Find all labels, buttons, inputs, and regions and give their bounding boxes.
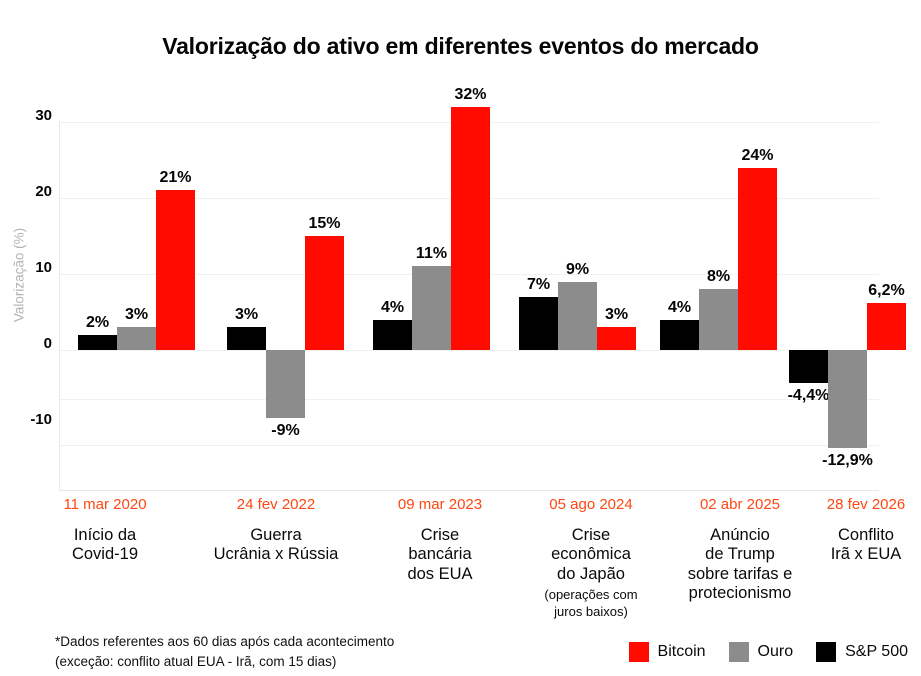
bar-bitcoin-28-fev-2026 — [867, 302, 906, 350]
x-axis-label: Conflito Irã x EUA — [830, 526, 902, 564]
chart-title: Valorização do ativo em diferentes event… — [162, 33, 759, 59]
bar-value-label: -9% — [271, 422, 300, 440]
bar-value-label: 24% — [741, 146, 774, 164]
legend-label: S&P 500 — [845, 643, 908, 660]
footnote-line-1: *Dados referentes aos 60 dias após cada … — [55, 634, 395, 649]
bar-bitcoin-02-abr-2025 — [738, 167, 777, 350]
gridline — [60, 445, 879, 446]
bar-value-label: 7% — [526, 275, 551, 293]
x-axis-category-3: 09 mar 2023 Crise bancária dos EUA — [355, 496, 525, 584]
x-axis-label: Crise bancária dos EUA — [407, 526, 473, 583]
bar-value-label: 4% — [667, 298, 692, 316]
x-axis-date: 24 fev 2022 — [236, 496, 316, 513]
bar-s-p-500-05-ago-2024 — [519, 296, 558, 350]
legend-swatch — [628, 642, 649, 662]
bar-bitcoin-09-mar-2023 — [451, 106, 490, 350]
bar-bitcoin-05-ago-2024 — [597, 327, 636, 350]
bar-value-label: 8% — [706, 268, 731, 286]
x-axis-label: Anúncio de Trump sobre tarifas e proteci… — [687, 526, 793, 603]
bar-ouro-11-mar-2020 — [117, 327, 156, 350]
y-tick-label: 10 — [35, 259, 52, 276]
bar-ouro-28-fev-2026 — [828, 350, 867, 449]
legend-label: Bitcoin — [657, 643, 706, 660]
bar-value-label: 3% — [604, 306, 629, 324]
bar-value-label: 3% — [124, 306, 149, 324]
bar-ouro-09-mar-2023 — [412, 266, 451, 350]
x-axis-note: (operações com juros baixos) — [544, 587, 638, 619]
bar-value-label: 6,2% — [868, 281, 905, 299]
legend-swatch — [728, 642, 749, 662]
x-axis-category-6: 28 fev 2026 Conflito Irã x EUA — [781, 496, 921, 565]
bar-s-p-500-28-fev-2026 — [789, 350, 828, 384]
footnote-line-2: (exceção: conflito atual EUA - Irã, com … — [55, 653, 337, 669]
legend-item-s-p-500: S&P 500 — [816, 642, 908, 662]
legend-item-bitcoin: Bitcoin — [628, 642, 706, 662]
legend: Bitcoin Ouro S&P 500 — [628, 642, 908, 662]
bar-value-label: 4% — [380, 298, 405, 316]
legend-item-ouro: Ouro — [728, 642, 794, 662]
legend-label: Ouro — [757, 643, 794, 660]
bar-value-label: 21% — [159, 169, 192, 187]
bar-value-label: 11% — [415, 245, 448, 263]
bar-s-p-500-24-fev-2022 — [227, 327, 266, 350]
x-axis-label: Início da Covid-19 — [71, 526, 139, 564]
x-axis-label: Guerra Ucrânia x Rússia — [213, 526, 339, 564]
bar-value-label: 32% — [454, 85, 487, 103]
x-axis-date: 02 abr 2025 — [699, 496, 781, 513]
x-axis-date: 11 mar 2020 — [63, 496, 147, 513]
bar-value-label: 2% — [85, 313, 110, 331]
y-tick-label: 20 — [35, 183, 52, 200]
bar-ouro-05-ago-2024 — [558, 281, 597, 350]
plot-area: 30 20 10 0 -10 2% 3% 4% 7% 4% -4,4% 3% -9% 11% 9% 8% -12… — [30, 86, 906, 491]
bar-bitcoin-24-fev-2022 — [305, 236, 344, 350]
bar-value-label: 15% — [308, 215, 341, 232]
bar-value-label: 9% — [565, 260, 590, 278]
footnote: *Dados referentes aos 60 dias após cada … — [55, 632, 394, 671]
bar-value-label: 3% — [234, 306, 259, 324]
legend-swatch — [816, 642, 837, 662]
bar-bitcoin-11-mar-2020 — [156, 190, 195, 350]
x-axis-category-4: 05 ago 2024 Crise econômica do Japão (oper… — [506, 496, 676, 620]
bar-s-p-500-02-abr-2025 — [660, 319, 699, 350]
bar-ouro-24-fev-2022 — [266, 350, 305, 419]
bar-value-label: -12,9% — [822, 452, 873, 470]
bar-s-p-500-09-mar-2023 — [373, 319, 412, 350]
y-tick-label: 30 — [35, 107, 52, 124]
gridline — [60, 350, 879, 351]
y-tick-label: 0 — [43, 335, 52, 352]
x-axis-category-1: 11 mar 2020 Início da Covid-19 — [20, 496, 190, 565]
x-axis-date: 05 ago 2024 — [549, 496, 633, 513]
bar-value-label: -4,4% — [787, 387, 830, 405]
x-axis-date: 28 fev 2026 — [826, 496, 906, 513]
bar-s-p-500-11-mar-2020 — [78, 334, 117, 350]
bar-ouro-02-abr-2025 — [699, 289, 738, 350]
x-axis-label: Crise econômica do Japão — [551, 526, 631, 583]
x-axis-date: 09 mar 2023 — [397, 496, 483, 513]
gridline — [60, 399, 879, 400]
x-axis-category-5: 02 abr 2025 Anúncio de Trump sobre tarifa… — [655, 496, 825, 604]
x-axis-category-2: 24 fev 2022 Guerra Ucrânia x Rússia — [191, 496, 361, 565]
y-tick-label: -10 — [30, 411, 52, 428]
